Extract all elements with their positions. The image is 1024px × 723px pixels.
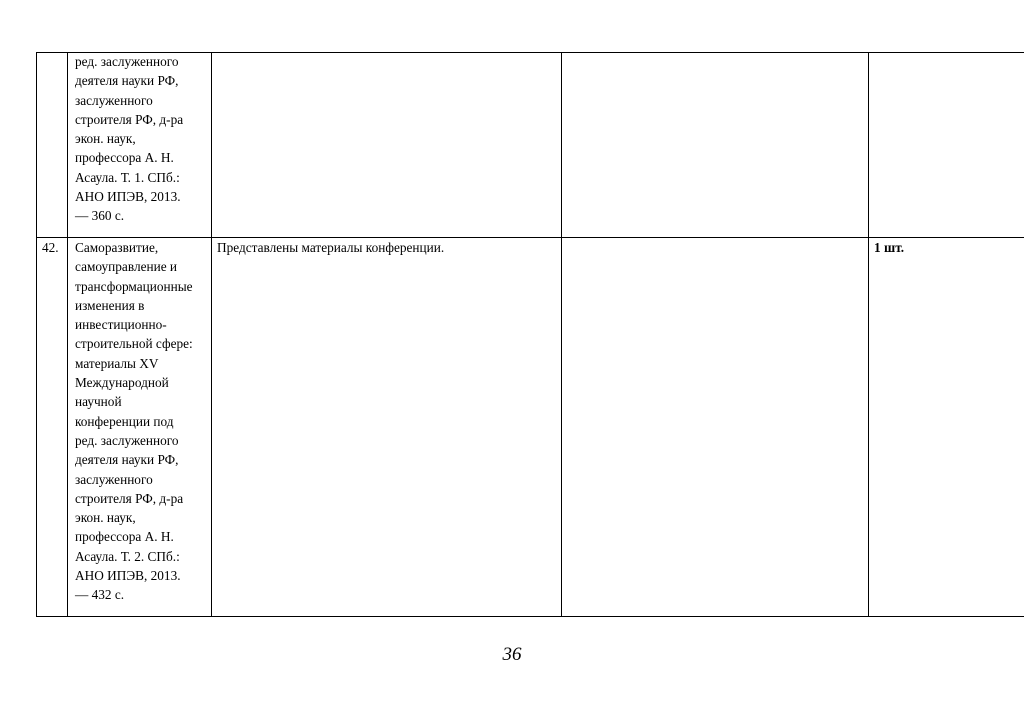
title-line: деятеля науки РФ,	[75, 452, 179, 468]
column-line	[868, 52, 869, 617]
title-line: АНО ИПЭВ, 2013.	[75, 568, 181, 584]
table-border-bottom	[36, 616, 1024, 617]
title-line: ред. заслуженного	[75, 54, 179, 69]
title-line: АНО ИПЭВ, 2013.	[75, 189, 181, 205]
title-line: заслуженного	[75, 92, 153, 108]
row-divider	[36, 237, 1024, 238]
column-line	[561, 52, 562, 617]
page-number: 36	[502, 644, 522, 665]
title-line: заслуженного	[75, 471, 153, 487]
column-line	[36, 52, 37, 617]
title-line: конференции под	[75, 413, 174, 429]
title-line: Асаула. Т. 1. СПб.:	[75, 169, 180, 185]
title-line: — 360 с.	[75, 208, 125, 224]
column-line	[67, 52, 68, 617]
title-line: Асаула. Т. 2. СПб.:	[75, 548, 180, 564]
title-line: профессора А. Н.	[75, 150, 174, 166]
row-number: 42.	[42, 240, 59, 255]
table-row-title: Саморазвитие, самоуправление и трансформ…	[75, 238, 193, 605]
title-line: строительной сфере:	[75, 336, 193, 352]
column-line	[211, 52, 212, 617]
title-line: деятеля науки РФ,	[75, 73, 179, 89]
title-line: профессора А. Н.	[75, 529, 174, 545]
title-line: самоуправление и	[75, 259, 178, 275]
title-line: строителя РФ, д-ра	[75, 490, 184, 506]
title-line: ред. заслуженного	[75, 432, 179, 448]
row-description: Представлены материалы конференции.	[217, 240, 445, 255]
title-line: экон. наук,	[75, 510, 136, 526]
title-line: материалы XV	[75, 355, 159, 371]
table-border-top	[36, 52, 1024, 53]
title-line: научной	[75, 394, 122, 410]
table-row-title: ред. заслуженного деятеля науки РФ, засл…	[75, 52, 183, 226]
title-line: инвестиционно-	[75, 317, 167, 333]
title-line: строителя РФ, д-ра	[75, 111, 184, 127]
row-quantity: 1 шт.	[874, 240, 905, 255]
title-line: Саморазвитие,	[75, 240, 159, 255]
title-line: Международной	[75, 375, 169, 391]
title-line: — 432 с.	[75, 587, 125, 603]
title-line: трансформационные	[75, 278, 193, 294]
title-line: изменения в	[75, 297, 145, 313]
title-line: экон. наук,	[75, 131, 136, 147]
